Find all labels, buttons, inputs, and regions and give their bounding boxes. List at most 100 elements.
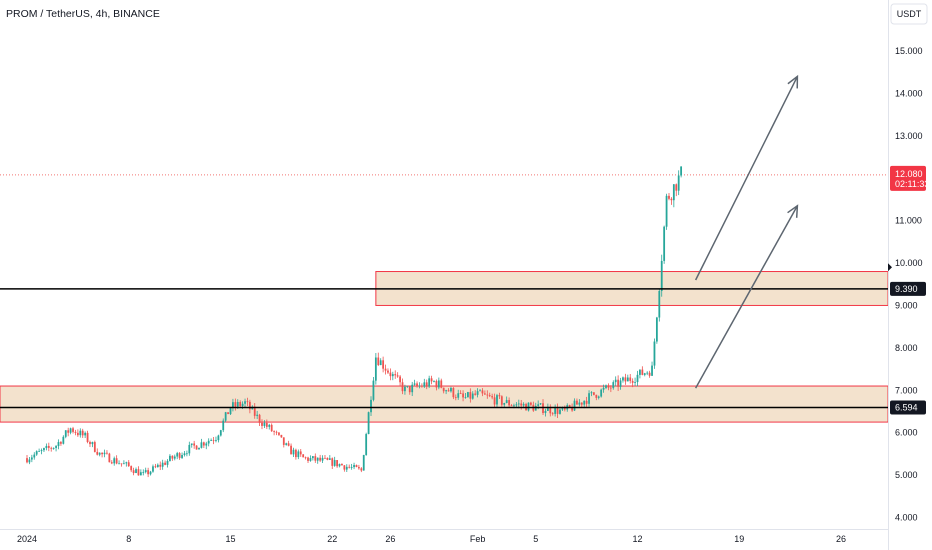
candle[interactable]: [307, 456, 309, 464]
candle[interactable]: [614, 376, 617, 387]
candle[interactable]: [57, 439, 60, 450]
candle[interactable]: [590, 391, 593, 397]
candle[interactable]: [316, 457, 319, 464]
candle[interactable]: [551, 412, 554, 416]
currency-button[interactable]: [890, 3, 928, 25]
candle[interactable]: [382, 356, 385, 373]
candle[interactable]: [195, 445, 198, 450]
candle[interactable]: [479, 389, 481, 392]
candle[interactable]: [183, 451, 186, 457]
candle[interactable]: [115, 455, 118, 465]
candle[interactable]: [668, 192, 670, 201]
candle[interactable]: [629, 373, 632, 384]
candle[interactable]: [357, 464, 360, 470]
candle[interactable]: [544, 408, 547, 417]
candle[interactable]: [387, 368, 389, 375]
candle[interactable]: [248, 399, 251, 414]
candle[interactable]: [287, 440, 290, 447]
candle[interactable]: [314, 453, 317, 463]
candle[interactable]: [653, 338, 656, 369]
candle[interactable]: [488, 392, 491, 398]
candle[interactable]: [411, 381, 414, 397]
candle[interactable]: [491, 393, 494, 400]
candle[interactable]: [321, 455, 324, 464]
candle[interactable]: [389, 368, 392, 381]
candle[interactable]: [62, 435, 65, 445]
candle[interactable]: [578, 399, 581, 407]
candle[interactable]: [619, 377, 622, 390]
candle[interactable]: [103, 449, 106, 458]
candle[interactable]: [156, 463, 159, 468]
candle[interactable]: [493, 393, 496, 408]
candle[interactable]: [101, 452, 104, 458]
candle[interactable]: [285, 442, 288, 446]
candle[interactable]: [670, 197, 673, 205]
candle[interactable]: [311, 455, 314, 461]
candle[interactable]: [445, 389, 448, 395]
candle[interactable]: [297, 449, 300, 460]
candle[interactable]: [35, 450, 38, 456]
projection-arrow-2[interactable]: [694, 204, 799, 389]
candle[interactable]: [396, 372, 399, 378]
candle[interactable]: [372, 377, 375, 402]
candle[interactable]: [374, 353, 377, 385]
candle[interactable]: [173, 454, 176, 461]
candle[interactable]: [510, 404, 513, 407]
candle[interactable]: [401, 378, 404, 395]
candle[interactable]: [607, 383, 610, 391]
candle[interactable]: [360, 467, 363, 473]
candle[interactable]: [658, 289, 661, 322]
candle[interactable]: [530, 401, 532, 406]
candle[interactable]: [440, 378, 443, 389]
candle[interactable]: [622, 376, 624, 383]
candle[interactable]: [617, 375, 620, 392]
candle[interactable]: [299, 449, 302, 457]
candle[interactable]: [268, 423, 271, 430]
candle[interactable]: [169, 454, 171, 462]
candle[interactable]: [67, 427, 70, 437]
candle[interactable]: [270, 423, 273, 432]
candle[interactable]: [295, 448, 297, 460]
candle[interactable]: [234, 398, 237, 411]
candle[interactable]: [275, 430, 278, 436]
candle[interactable]: [227, 412, 229, 415]
candle[interactable]: [176, 451, 179, 460]
candle[interactable]: [486, 390, 489, 399]
candle[interactable]: [324, 455, 326, 459]
candle[interactable]: [263, 420, 266, 429]
candle[interactable]: [86, 430, 89, 444]
candle[interactable]: [224, 411, 227, 423]
candle[interactable]: [588, 390, 590, 407]
candle[interactable]: [110, 460, 113, 465]
candle[interactable]: [215, 436, 217, 443]
candle[interactable]: [576, 398, 578, 405]
candle[interactable]: [597, 395, 600, 400]
candle[interactable]: [74, 429, 77, 436]
candle[interactable]: [367, 411, 370, 435]
candle[interactable]: [43, 447, 45, 452]
candle[interactable]: [69, 427, 72, 435]
candle[interactable]: [474, 390, 477, 396]
candle[interactable]: [137, 466, 140, 476]
candle[interactable]: [609, 385, 612, 393]
candle[interactable]: [292, 447, 295, 458]
candle[interactable]: [592, 392, 595, 396]
candle[interactable]: [144, 467, 147, 474]
candle[interactable]: [253, 403, 256, 419]
candle[interactable]: [498, 392, 501, 399]
candle[interactable]: [563, 405, 566, 412]
candle[interactable]: [217, 434, 220, 443]
candle[interactable]: [404, 384, 406, 395]
candle[interactable]: [152, 464, 154, 473]
candle[interactable]: [84, 431, 87, 439]
candle[interactable]: [631, 378, 634, 388]
candle[interactable]: [280, 434, 283, 438]
candle[interactable]: [40, 448, 43, 455]
candle[interactable]: [391, 371, 394, 381]
candle[interactable]: [626, 374, 629, 382]
candle[interactable]: [212, 436, 215, 445]
candle[interactable]: [244, 398, 246, 407]
candle[interactable]: [28, 456, 31, 465]
candle[interactable]: [660, 254, 663, 297]
candle[interactable]: [549, 404, 552, 417]
